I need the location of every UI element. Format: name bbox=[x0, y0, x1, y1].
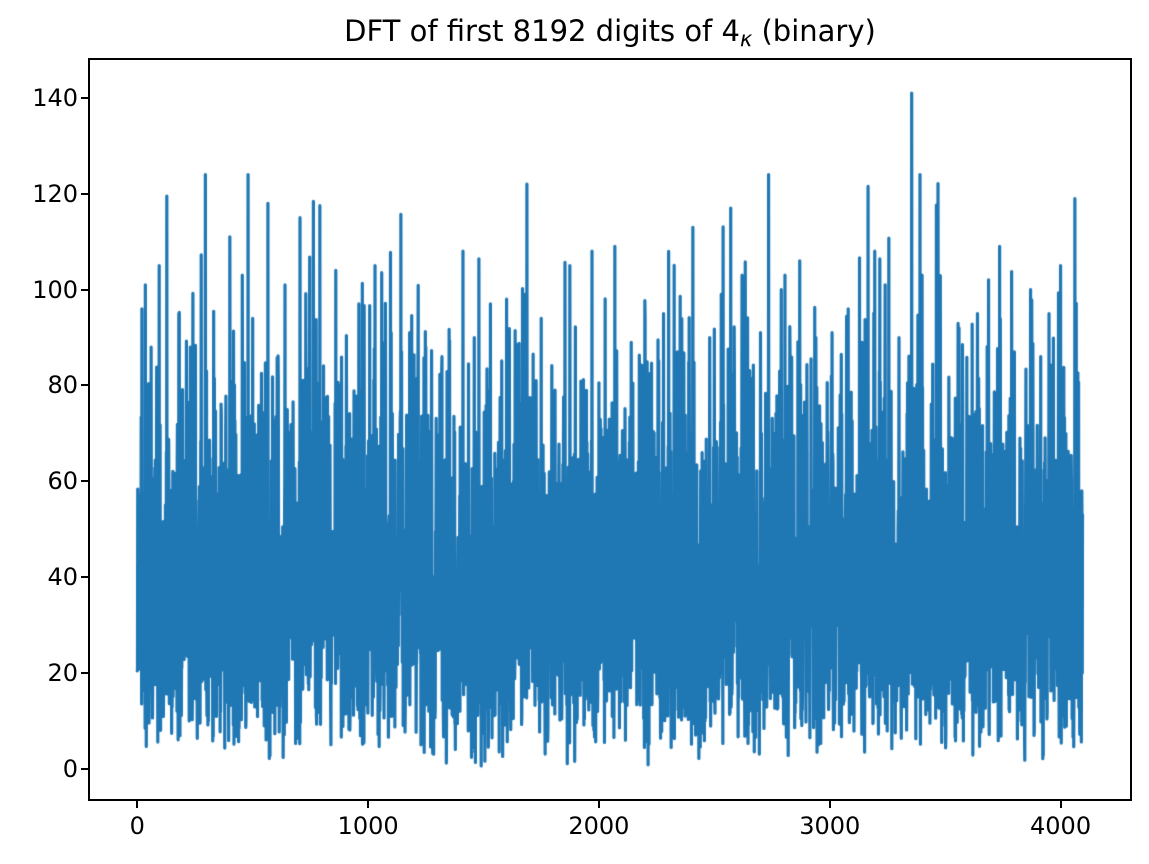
y-tick-mark bbox=[81, 576, 90, 579]
chart-title: DFT of first 8192 digits of 4κ (binary) bbox=[90, 14, 1130, 51]
x-tick-label: 3000 bbox=[799, 812, 861, 840]
y-tick-label: 20 bbox=[47, 658, 78, 687]
chart-title-suffix: (binary) bbox=[752, 14, 876, 48]
x-tick-mark bbox=[597, 799, 600, 808]
y-tick-label: 120 bbox=[32, 179, 78, 208]
x-tick-label: 2000 bbox=[568, 812, 630, 840]
y-tick-label: 60 bbox=[47, 467, 78, 496]
y-tick-mark bbox=[81, 671, 90, 674]
x-tick-mark bbox=[367, 799, 370, 808]
y-tick-label: 40 bbox=[47, 563, 78, 592]
x-tick-mark bbox=[828, 799, 831, 808]
x-tick-mark bbox=[136, 799, 139, 808]
y-tick-mark bbox=[81, 288, 90, 291]
y-tick-mark bbox=[81, 480, 90, 483]
y-tick-label: 0 bbox=[62, 754, 78, 783]
x-tick-mark bbox=[1059, 799, 1062, 808]
y-tick-label: 100 bbox=[32, 275, 78, 304]
x-tick-label: 4000 bbox=[1030, 812, 1092, 840]
y-tick-label: 140 bbox=[32, 83, 78, 112]
x-tick-label: 0 bbox=[129, 812, 145, 840]
y-tick-mark bbox=[81, 96, 90, 99]
dft-line-series bbox=[90, 60, 1130, 799]
y-tick-mark bbox=[81, 767, 90, 770]
y-tick-mark bbox=[81, 192, 90, 195]
chart-title-text: DFT of first 8192 digits of 4 bbox=[344, 14, 740, 48]
y-tick-label: 80 bbox=[47, 371, 78, 400]
chart-title-subscript: κ bbox=[739, 26, 753, 51]
y-tick-mark bbox=[81, 384, 90, 387]
x-tick-label: 1000 bbox=[337, 812, 399, 840]
